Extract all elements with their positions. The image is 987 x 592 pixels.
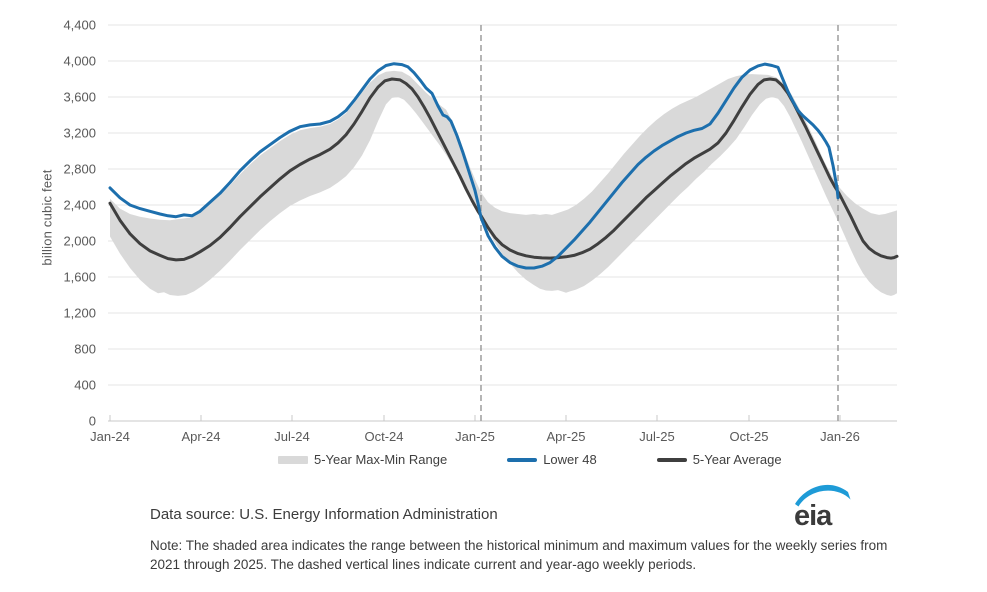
- y-tick-label: 1,600: [63, 270, 96, 285]
- y-tick-label: 4,400: [63, 18, 96, 33]
- note-text: Note: The shaded area indicates the rang…: [150, 538, 888, 573]
- y-tick-label: 800: [74, 342, 96, 357]
- chart-area: 0 400 800 1,200 1,600 2,000 2,400 2,800 3,200 3,6…: [39, 18, 899, 444]
- y-axis-title: billion cubic feet: [39, 169, 55, 266]
- x-tick-label: Oct-25: [729, 429, 768, 444]
- x-tick-label: Jan-24: [90, 429, 130, 444]
- x-tick-label: Apr-24: [181, 429, 220, 444]
- series-line-5-year-average: [108, 77, 899, 262]
- y-tick-label: 1,200: [63, 306, 96, 321]
- legend-label-range: 5-Year Max-Min Range: [314, 452, 448, 467]
- y-tick-label: 400: [74, 378, 96, 393]
- y-tick-label: 2,400: [63, 198, 96, 213]
- y-tick-label: 3,200: [63, 126, 96, 141]
- range-band-5yr: [110, 70, 897, 296]
- lower48-line-swatch-icon: [507, 457, 538, 462]
- legend-item-average: 5-Year Average: [656, 452, 782, 467]
- storage-line-chart: 0 400 800 1,200 1,600 2,000 2,400 2,800 3,200 3,6…: [63, 18, 899, 444]
- legend-label-lower48: Lower 48: [543, 452, 597, 467]
- legend-label-average: 5-Year Average: [692, 452, 782, 467]
- y-tick-label: 4,000: [63, 54, 96, 69]
- x-tick-label: Apr-25: [546, 429, 585, 444]
- y-tick-label: 2,000: [63, 234, 96, 249]
- y-tick-label: 3,600: [63, 90, 96, 105]
- chart-legend: 5-Year Max-Min Range Lower 48 5-Year Ave…: [278, 452, 782, 467]
- range-band-swatch-icon: [278, 455, 308, 464]
- legend-item-range: 5-Year Max-Min Range: [278, 452, 447, 467]
- eia-logo-swoosh-icon: [795, 484, 851, 507]
- x-tick-label: Jan-25: [455, 429, 495, 444]
- y-tick-label: 2,800: [63, 162, 96, 177]
- y-tick-label: 0: [89, 414, 96, 429]
- series-line-lower-48: [108, 62, 840, 270]
- eia-logo-text: eia: [794, 500, 833, 531]
- x-tick-label: Jan-26: [820, 429, 860, 444]
- legend-item-lower48: Lower 48: [507, 452, 597, 467]
- x-tick-label: Jul-25: [639, 429, 674, 444]
- eia-logo: eia: [794, 484, 851, 531]
- x-tick-label: Oct-24: [364, 429, 403, 444]
- x-tick-label: Jul-24: [274, 429, 309, 444]
- average-line-swatch-icon: [656, 457, 687, 462]
- data-source-text: Data source: U.S. Energy Information Adm…: [150, 506, 498, 523]
